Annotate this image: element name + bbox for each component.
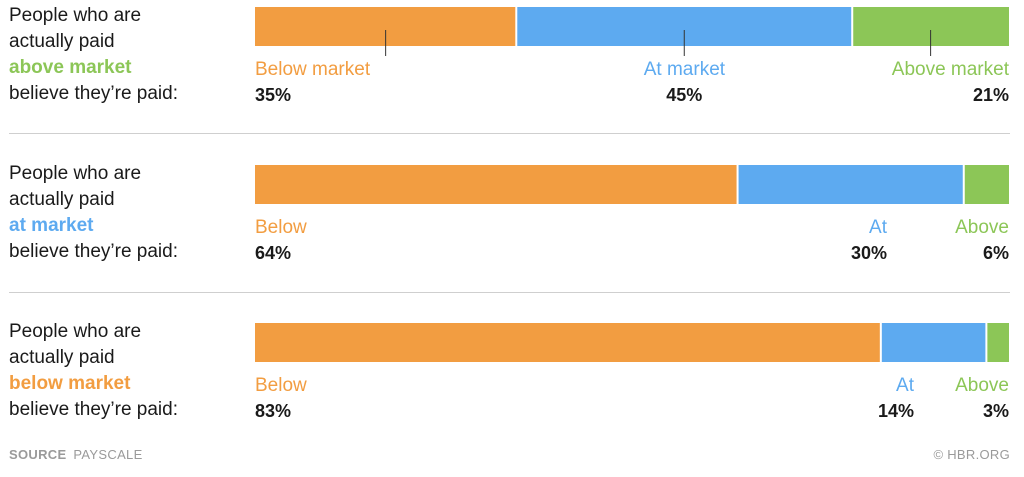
group-description: People who are actually paid at market b… — [9, 161, 249, 265]
segment-label-at: At — [869, 217, 887, 238]
segment-label-above: Above — [955, 375, 1009, 396]
segment-value-at: 45% — [666, 85, 703, 105]
segment-label-below: Below — [255, 217, 307, 238]
description-line: People who are — [9, 321, 142, 342]
description-line: People who are — [9, 5, 142, 26]
segment-label-below: Below — [255, 375, 307, 396]
bar-segment-above — [986, 323, 1009, 362]
source-value: PAYSCALE — [73, 447, 143, 462]
description-line: People who are — [9, 163, 142, 184]
description-line: actually paid — [9, 31, 115, 52]
description-line: believe they’re paid: — [9, 399, 178, 420]
chart-group-at-market: People who are actually paid at market b… — [0, 158, 1024, 288]
description-highlight: above market — [9, 57, 132, 78]
stacked-bar-chart — [255, 165, 1009, 204]
segment-label-at: At — [896, 375, 914, 396]
segment-label-above: Above — [955, 217, 1009, 238]
description-line: believe they’re paid: — [9, 83, 178, 104]
bar-segment-at — [880, 323, 987, 362]
description-highlight: below market — [9, 373, 131, 394]
group-divider — [9, 133, 1010, 134]
segment-value-below: 35% — [255, 85, 292, 105]
source-note: SOURCE PAYSCALE — [9, 447, 143, 462]
segment-label-below: Below market — [255, 59, 371, 80]
segment-value-at: 14% — [877, 401, 914, 421]
bar-segment-below — [255, 323, 881, 362]
group-divider — [9, 292, 1010, 293]
description-line: actually paid — [9, 347, 115, 368]
stacked-bar-chart — [255, 7, 1009, 56]
description-line: believe they’re paid: — [9, 241, 178, 262]
segment-value-above: 6% — [982, 243, 1009, 263]
segment-label-above: Above market — [891, 59, 1009, 80]
bar-segment-above — [963, 165, 1009, 204]
chart-group-above-market: People who are actually paid above marke… — [0, 0, 1024, 130]
segment-label-at: At market — [643, 59, 726, 80]
group-description: People who are actually paid above marke… — [9, 3, 249, 107]
group-description: People who are actually paid below marke… — [9, 319, 249, 423]
source-key: SOURCE — [9, 447, 67, 462]
segment-value-above: 21% — [972, 85, 1009, 105]
credit-line: © HBR.ORG — [933, 447, 1010, 462]
bar-segment-below — [255, 165, 738, 204]
description-highlight: at market — [9, 215, 94, 236]
segment-value-at: 30% — [850, 243, 887, 263]
stacked-bar-chart — [255, 323, 1009, 362]
segment-value-below: 64% — [255, 243, 292, 263]
segment-value-below: 83% — [255, 401, 292, 421]
segment-value-above: 3% — [982, 401, 1009, 421]
bar-segment-at — [737, 165, 964, 204]
description-line: actually paid — [9, 189, 115, 210]
chart-group-below-market: People who are actually paid below marke… — [0, 316, 1024, 446]
